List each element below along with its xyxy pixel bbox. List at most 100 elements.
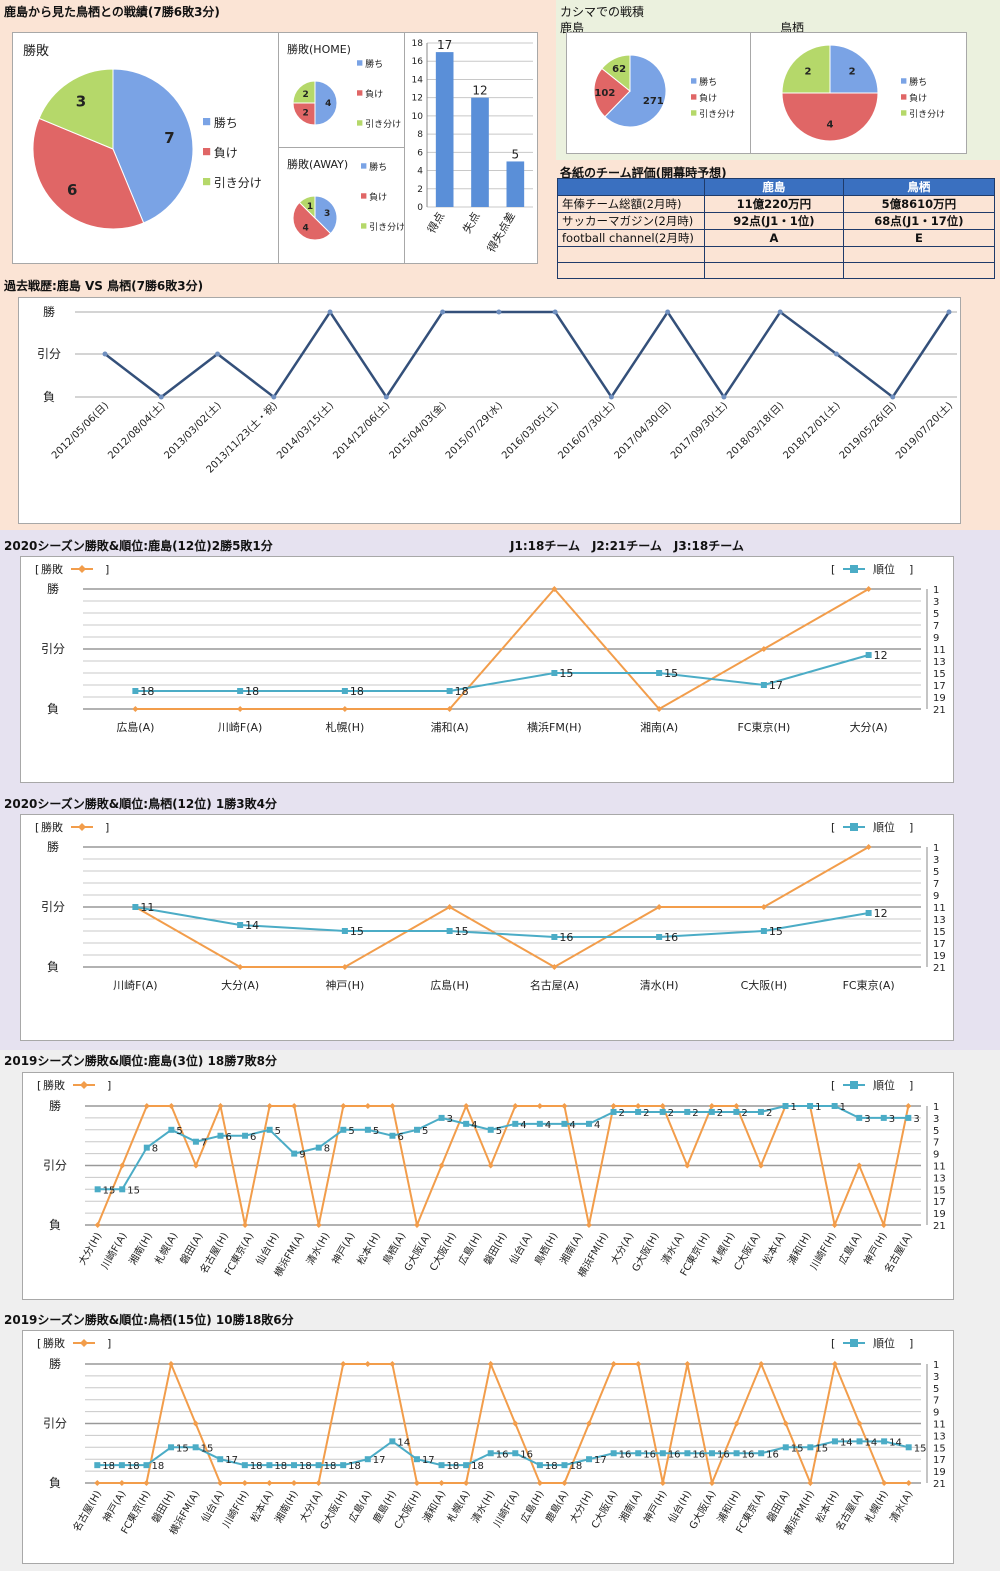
pie-slice [829, 44, 879, 94]
pie-data-label: 3 [324, 209, 330, 219]
result-line [97, 1360, 909, 1487]
rank-tick-label: 5 [933, 1384, 939, 1395]
k2020-panel: [勝敗][順位] 1 3 5 7 9 11 13 15 17 19 21 勝引分負 18 18 18 18 15 1… [20, 556, 954, 783]
rank-point [168, 1126, 175, 1133]
x-tick-label: 名古屋(H) [70, 1488, 104, 1534]
y-tick-label: 引分 [37, 347, 61, 361]
rank-data-label: 2 [717, 1108, 723, 1119]
rank-data-label: 17 [373, 1455, 386, 1466]
x-tick-label: 2012/05/06(日) [50, 400, 111, 461]
result-legend-marker [80, 1081, 88, 1089]
rank-point [487, 1126, 494, 1133]
result-legend-marker [80, 1339, 88, 1347]
rank-point [831, 1103, 838, 1109]
bar [471, 97, 489, 207]
rank-data-label: 17 [594, 1455, 607, 1466]
rank-tick-label: 19 [933, 693, 946, 704]
rank-point [119, 1186, 126, 1193]
legend-swatch [691, 110, 697, 116]
rank-data-label: 4 [471, 1120, 477, 1131]
rank-point [446, 928, 453, 934]
x-tick-label: 札幌(A) [444, 1488, 473, 1525]
y-tick-label: 勝 [49, 1098, 61, 1113]
x-tick-label: 2016/03/05(土) [499, 399, 562, 462]
x-tick-label: 大分(H) [75, 1230, 104, 1267]
legend-swatch [691, 78, 697, 84]
x-tick-label: 湘南(A) [616, 1488, 645, 1525]
x-tick-label: 横浜FM(H) [527, 720, 582, 734]
rank-data-label: 7 [201, 1138, 207, 1149]
result-point [807, 1480, 814, 1486]
pie-data-label: 2 [804, 66, 811, 77]
legend-swatch [357, 90, 363, 96]
rank-data-label: 14 [889, 1437, 902, 1448]
rank-data-label: 18 [250, 1461, 263, 1472]
result-point [315, 1222, 322, 1228]
x-tick-label: 清水(A) [887, 1488, 916, 1525]
bar-value-label: 17 [437, 38, 452, 52]
x-tick-label: 広島(H) [430, 978, 469, 992]
pie-data-label: 6 [67, 181, 77, 199]
x-tick-label: 2015/07/29(水) [443, 400, 505, 462]
rank-point [760, 928, 767, 934]
pie-data-label: 4 [827, 120, 834, 131]
rank-point [536, 1462, 543, 1469]
pie-data-label: 2 [303, 108, 309, 118]
x-tick-label: 広島(H) [518, 1488, 547, 1525]
pie-slice [781, 92, 879, 142]
goals-bar-panel: 0 2 4 6 8 10 12 14 16 18 17 得点 12 失点 5 得失点差 [404, 32, 538, 264]
rank-tick-label: 5 [933, 609, 939, 620]
result-point [856, 1162, 863, 1169]
rank-point [291, 1150, 298, 1157]
result-point [865, 586, 872, 592]
data-point [665, 309, 671, 315]
rank-data-label: 6 [397, 1132, 403, 1143]
x-tick-label: 得失点差 [484, 210, 518, 255]
result-point [782, 1420, 789, 1427]
data-point [946, 309, 952, 315]
pie-slice [593, 67, 631, 118]
rank-tick-label: 9 [933, 1150, 939, 1161]
x-tick-label: 神戸(A) [100, 1488, 129, 1525]
result-point [266, 1103, 273, 1109]
rank-tick-label: 11 [933, 645, 946, 656]
legend-bracket: ] [105, 563, 109, 576]
rank-data-label: 1 [815, 1102, 821, 1113]
x-tick-label: 清水(A) [658, 1230, 687, 1267]
result-point [94, 1222, 101, 1228]
pie-slice [38, 68, 114, 150]
rank-tick-label: 17 [933, 1455, 946, 1466]
pie-data-label: 3 [76, 92, 86, 110]
pie-home-panel: 4 2 2 勝ち 負け 引き分け 勝敗(HOME) [278, 32, 406, 149]
rank-data-label: 11 [140, 901, 154, 914]
rank-data-label: 14 [245, 919, 259, 932]
result-point [684, 1162, 691, 1169]
x-tick-label: 得点 [425, 210, 447, 236]
rank-data-label: 16 [643, 1449, 656, 1460]
legend-label: 勝ち [369, 161, 387, 173]
x-tick-label: 仙台(H) [665, 1488, 694, 1525]
rank-tick-label: 15 [933, 1185, 946, 1196]
rank-tick-label: 3 [933, 855, 939, 866]
rank-point [709, 1450, 715, 1457]
eval-header-row: 鹿島 鳥栖 [557, 178, 996, 196]
rank-data-label: 18 [348, 1461, 361, 1472]
rank-data-label: 4 [594, 1120, 600, 1131]
result-point [438, 1480, 445, 1486]
legend-label: 勝ち [699, 76, 717, 88]
x-tick-label: 失点 [460, 210, 482, 236]
rank-point [586, 1456, 593, 1463]
legend-bracket: ] [909, 821, 913, 834]
result-point [94, 1480, 101, 1486]
legend-label: 勝ち [909, 76, 927, 88]
x-tick-label: 神戸(H) [640, 1488, 669, 1525]
rank-point [389, 1438, 396, 1445]
legend-bracket: ] [909, 1337, 913, 1350]
rank-tick-label: 3 [933, 597, 939, 608]
result-point [217, 1103, 224, 1109]
rank-point [561, 1120, 568, 1127]
result-point [266, 1480, 273, 1486]
